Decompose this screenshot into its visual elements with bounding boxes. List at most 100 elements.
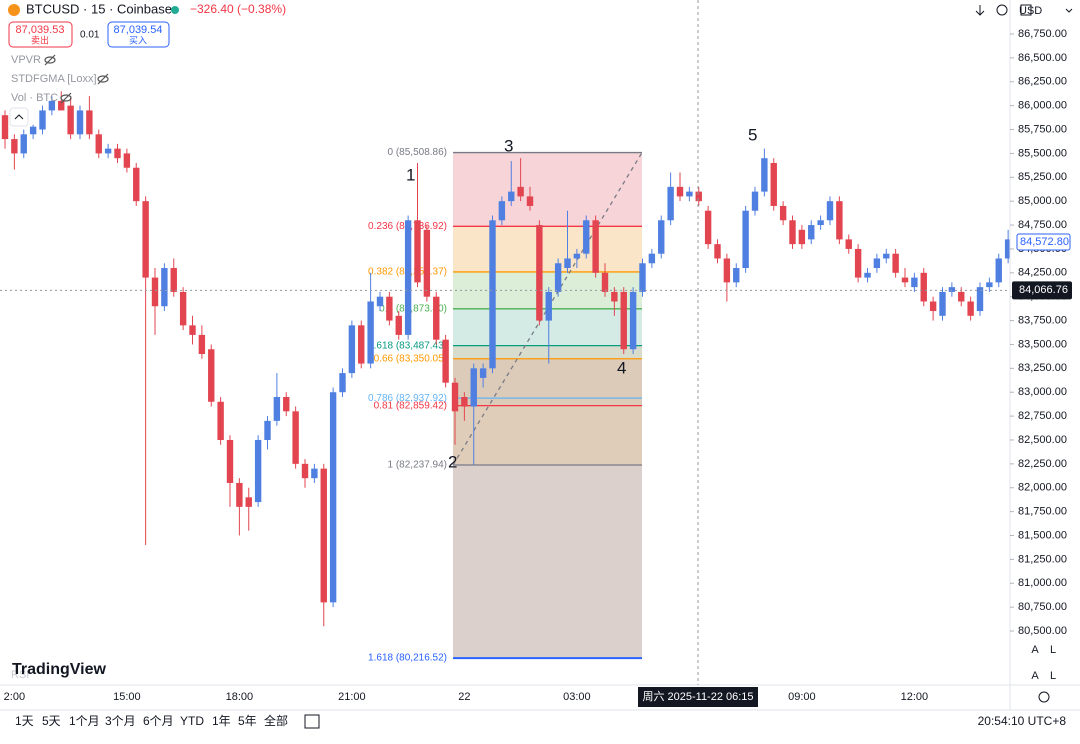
y-tick-label: 83,500.00 [1018, 338, 1067, 350]
candle-body [554, 263, 562, 292]
candle-body [311, 468, 318, 479]
reset-icon[interactable] [996, 4, 1008, 16]
wave-label: 2 [448, 452, 457, 471]
candle-body [442, 339, 449, 383]
candle-body [573, 253, 581, 259]
candle-body [658, 220, 665, 254]
btc-icon [8, 4, 20, 16]
candle-body [929, 301, 937, 312]
candle-body [179, 291, 187, 326]
candle-body [301, 463, 309, 479]
indicator[interactable]: STDFGMA [Loxx] [11, 73, 97, 85]
candle-body [892, 253, 899, 273]
y-tick-label: 86,250.00 [1018, 76, 1067, 88]
candle-body [639, 263, 646, 292]
candle-body [226, 439, 234, 483]
candle-body [48, 100, 56, 111]
y-tick-label: 86,750.00 [1018, 28, 1067, 40]
wave-label: 3 [504, 136, 513, 155]
candle-body [198, 334, 206, 355]
candle-body [958, 291, 965, 302]
y-tick-label: 82,250.00 [1018, 458, 1067, 470]
buy-label: 买入 [129, 35, 147, 45]
candle-body [433, 296, 440, 340]
candle-body [714, 244, 721, 259]
indicator[interactable]: VPVR [11, 54, 41, 66]
indicator[interactable]: Vol · BTC [11, 92, 58, 104]
candle-body [883, 253, 890, 259]
symbol[interactable]: BTCUSD · 15 · Coinbase [26, 1, 172, 16]
wave-label: 5 [748, 125, 757, 144]
dropdown [1065, 8, 1073, 13]
fullscreen-icon[interactable] [1020, 4, 1032, 16]
range-button[interactable]: 3个月 [105, 714, 136, 728]
candle-body [854, 248, 862, 278]
download-icon[interactable] [975, 5, 985, 16]
candle-body [676, 186, 684, 197]
range-button[interactable]: 6个月 [143, 714, 174, 728]
candle-body [817, 220, 824, 226]
range-button[interactable]: YTD [180, 714, 204, 728]
fib-label: 1.618 (80,216.52) [368, 653, 447, 664]
auto-button[interactable]: A [1031, 644, 1039, 656]
log-button[interactable]: L [1050, 644, 1056, 656]
collapse-button[interactable] [9, 107, 29, 127]
candle-body [723, 258, 731, 283]
candle-body [864, 272, 871, 278]
y-tick-label: 86,000.00 [1018, 100, 1067, 112]
candle-body [770, 162, 777, 206]
candle-body [489, 220, 496, 369]
candle-body [86, 110, 93, 135]
candle-body [592, 220, 599, 273]
candle-body [1, 115, 9, 140]
fib-zone [453, 405, 642, 466]
date-range-icon[interactable] [304, 714, 320, 729]
candle-body [742, 210, 749, 269]
range-button[interactable]: 全部 [264, 713, 288, 728]
range-button[interactable]: 1天 [15, 714, 34, 728]
candle-body [217, 401, 224, 440]
candle-body [170, 268, 177, 292]
candle-body [695, 191, 702, 202]
y-tick-label: 86,500.00 [1018, 52, 1067, 64]
candle-body [526, 196, 534, 206]
candle-body [264, 420, 271, 440]
fib-label: 0.786 (82,937.92) [368, 393, 447, 404]
auto-button[interactable]: A [1031, 670, 1039, 682]
candle-body [536, 225, 543, 321]
crosshair-price-box [1012, 281, 1072, 300]
candle-body [292, 411, 299, 464]
candle-body [245, 497, 252, 507]
currency[interactable]: USD [1019, 5, 1042, 17]
fib-label: 0.66 (83,350.05) [374, 353, 447, 364]
candle-body [517, 186, 524, 197]
candle-body [39, 110, 46, 130]
candle-body [479, 368, 487, 378]
fib-zone [453, 345, 642, 359]
settings-icon[interactable] [1038, 691, 1050, 703]
range-button[interactable]: 5年 [238, 714, 257, 728]
candle-body [11, 139, 18, 154]
candle-body [648, 253, 656, 264]
candle-body [564, 258, 571, 269]
range-button[interactable]: 5天 [42, 714, 61, 728]
candle-body [808, 225, 815, 240]
buy-button[interactable] [107, 21, 170, 48]
sell-button[interactable] [8, 21, 73, 48]
candle-body [273, 396, 281, 421]
candle-body [498, 201, 506, 221]
log-button[interactable]: L [1050, 670, 1056, 682]
candle-body [836, 201, 843, 240]
y-tick-label: 82,500.00 [1018, 434, 1067, 446]
candle-body [751, 191, 759, 211]
range-button[interactable]: 1个月 [69, 714, 100, 728]
candle-body [423, 229, 431, 297]
candle-body [20, 134, 27, 154]
x-tick-label: 22 [458, 691, 470, 703]
candle-body [123, 153, 131, 168]
spread: 0.01 [80, 30, 100, 41]
range-button[interactable]: 1年 [212, 714, 231, 728]
candle-body [67, 105, 74, 135]
candle-body [629, 291, 637, 350]
